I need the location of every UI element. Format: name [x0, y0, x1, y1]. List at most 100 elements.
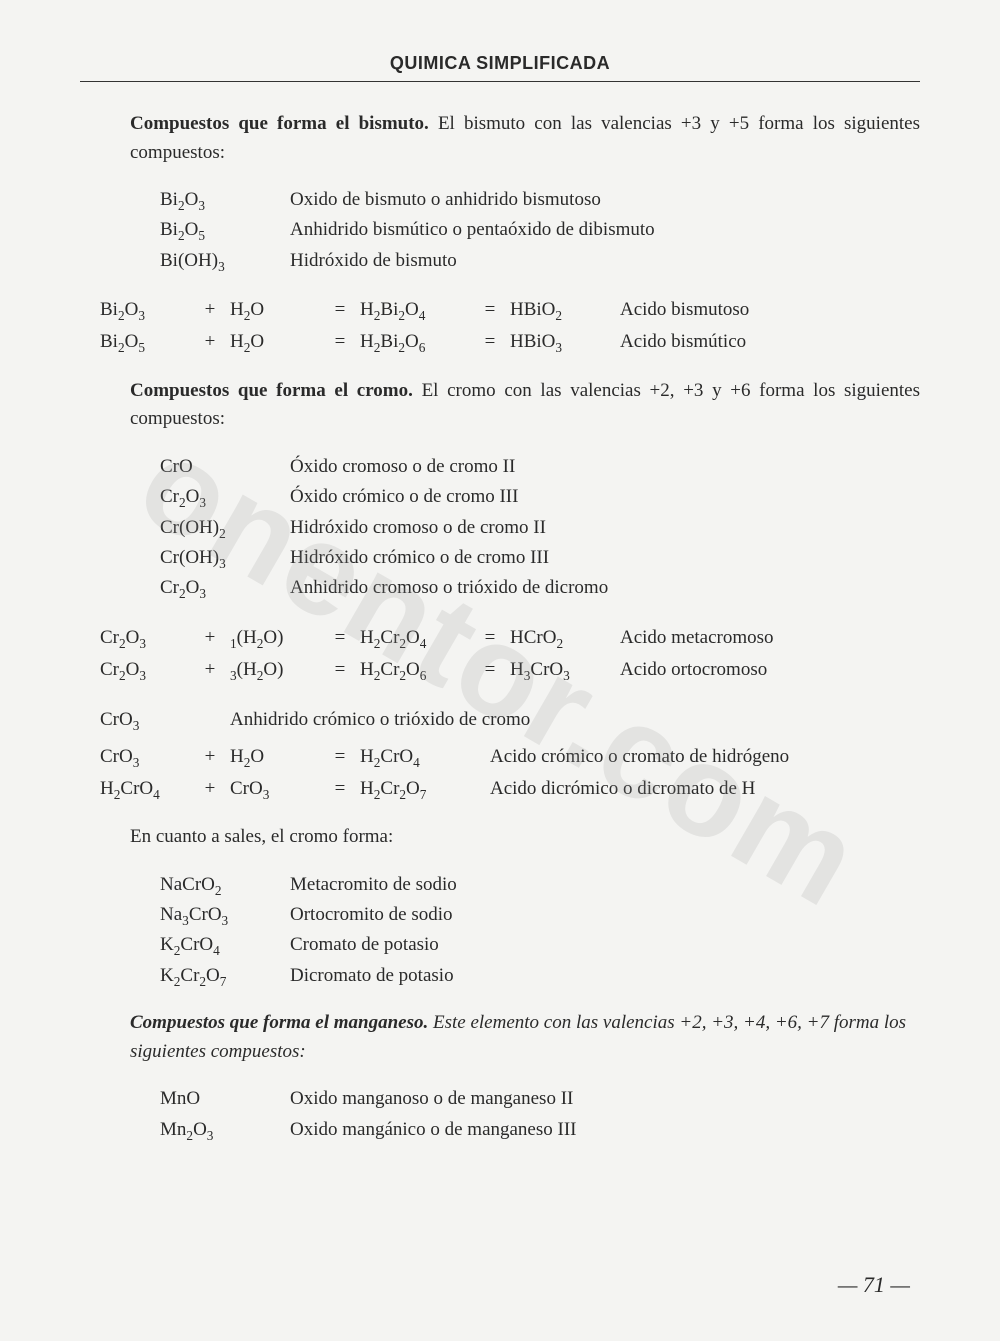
- compound-name: Hidróxido cromoso o de cromo II: [290, 513, 920, 543]
- equation-cell: Acido bismutoso: [600, 294, 920, 326]
- equation-cell: H2O: [230, 326, 320, 358]
- compound-name: Anhidrido cromoso o trióxido de dicromo: [290, 573, 920, 603]
- compound-formula: CrO3: [100, 704, 190, 736]
- compound-row: MnOOxido manganoso o de manganeso II: [160, 1084, 920, 1114]
- equation-cell: H2CrO4: [360, 741, 480, 773]
- equation-cell: H3CrO3: [510, 654, 600, 686]
- equation-row: Bi2O3+H2O=H2Bi2O4=HBiO2Acido bismutoso: [100, 294, 920, 326]
- equation-row: H2CrO4+CrO3=H2Cr2O7Acido dicrómico o dic…: [100, 773, 920, 805]
- compound-row: K2Cr2O7Dicromato de potasio: [160, 961, 920, 991]
- compound-name: Hidróxido crómico o de cromo III: [290, 543, 920, 573]
- bismuth-heading: Compuestos que forma el bismuto.: [130, 113, 429, 134]
- compound-formula: Mn2O3: [160, 1115, 290, 1145]
- equation-cell: =: [320, 622, 360, 654]
- equation-cell: +: [190, 773, 230, 805]
- equation-cell: +: [190, 294, 230, 326]
- equation-cell: Cr2O3: [100, 622, 190, 654]
- compound-name: Oxido mangánico o de manganeso III: [290, 1115, 920, 1145]
- compound-row: Cr2O3Anhidrido cromoso o trióxido de dic…: [160, 573, 920, 603]
- chromium-equations-2: CrO3+H2O=H2CrO4Acido crómico o cromato d…: [100, 741, 920, 806]
- compound-row: K2CrO4Cromato de potasio: [160, 930, 920, 960]
- compound-name: Anhidrido crómico o trióxido de cromo: [230, 704, 530, 736]
- compound-name: Ortocromito de sodio: [290, 900, 920, 930]
- equation-cell: =: [470, 294, 510, 326]
- chromium-intro: Compuestos que forma el cromo. El cromo …: [130, 377, 920, 434]
- chromium-heading: Compuestos que forma el cromo.: [130, 380, 413, 401]
- compound-row: Bi(OH)3Hidróxido de bismuto: [160, 246, 920, 276]
- equation-cell: =: [320, 741, 360, 773]
- equation-cell: H2Cr2O4: [360, 622, 470, 654]
- equation-cell: HBiO3: [510, 326, 600, 358]
- compound-row: Cr2O3Óxido crómico o de cromo III: [160, 482, 920, 512]
- equation-cell: Acido ortocromoso: [600, 654, 920, 686]
- equation-cell: Bi2O5: [100, 326, 190, 358]
- equation-cell: Acido metacromoso: [600, 622, 920, 654]
- compound-formula: MnO: [160, 1084, 290, 1114]
- compound-row: Cr(OH)2Hidróxido cromoso o de cromo II: [160, 513, 920, 543]
- compound-name: Óxido crómico o de cromo III: [290, 482, 920, 512]
- page-header: QUIMICA SIMPLIFICADA: [80, 50, 920, 82]
- compound-formula: Cr2O3: [160, 573, 290, 603]
- bismuth-equations: Bi2O3+H2O=H2Bi2O4=HBiO2Acido bismutosoBi…: [100, 294, 920, 359]
- bismuth-compound-list: Bi2O3Oxido de bismuto o anhidrido bismut…: [160, 185, 920, 276]
- equation-cell: +: [190, 326, 230, 358]
- compound-name: Hidróxido de bismuto: [290, 246, 920, 276]
- equation-cell: =: [320, 294, 360, 326]
- equation-cell: H2Cr2O7: [360, 773, 480, 805]
- equation-cell: =: [320, 326, 360, 358]
- equation-cell: 1(H2O): [230, 622, 320, 654]
- equation-cell: +: [190, 622, 230, 654]
- compound-row: CrOÓxido cromoso o de cromo II: [160, 452, 920, 482]
- compound-row: Bi2O5Anhidrido bismútico o pentaóxido de…: [160, 215, 920, 245]
- chromium-anhydride-block: CrO3 Anhidrido crómico o trióxido de crom…: [100, 704, 920, 736]
- equation-cell: 3(H2O): [230, 654, 320, 686]
- manganese-compound-list: MnOOxido manganoso o de manganeso IIMn2O…: [160, 1084, 920, 1145]
- compound-formula: NaCrO2: [160, 870, 290, 900]
- equation-cell: =: [470, 654, 510, 686]
- compound-formula: Cr2O3: [160, 482, 290, 512]
- equation-cell: =: [470, 622, 510, 654]
- chromium-salts-list: NaCrO2Metacromito de sodioNa3CrO3Ortocro…: [160, 870, 920, 992]
- equation-cell: H2Bi2O6: [360, 326, 470, 358]
- bismuth-intro: Compuestos que forma el bismuto. El bism…: [130, 110, 920, 167]
- equation-cell: CrO3: [100, 741, 190, 773]
- equation-cell: H2Cr2O6: [360, 654, 470, 686]
- equation-cell: =: [320, 773, 360, 805]
- equation-row: Cr2O3+3(H2O)=H2Cr2O6=H3CrO3Acido ortocro…: [100, 654, 920, 686]
- compound-formula: Cr(OH)2: [160, 513, 290, 543]
- equation-cell: +: [190, 654, 230, 686]
- compound-name: Dicromato de potasio: [290, 961, 920, 991]
- compound-row: Na3CrO3Ortocromito de sodio: [160, 900, 920, 930]
- equation-cell: CrO3: [230, 773, 320, 805]
- compound-name: Oxido de bismuto o anhidrido bismutoso: [290, 185, 920, 215]
- chromium-salts-intro: En cuanto a sales, el cromo forma:: [130, 823, 920, 852]
- compound-row: NaCrO2Metacromito de sodio: [160, 870, 920, 900]
- compound-row: Cr(OH)3Hidróxido crómico o de cromo III: [160, 543, 920, 573]
- equation-row: Bi2O5+H2O=H2Bi2O6=HBiO3Acido bismútico: [100, 326, 920, 358]
- equation-cell: HBiO2: [510, 294, 600, 326]
- equation-cell: Acido dicrómico o dicromato de H: [480, 773, 920, 805]
- equation-cell: +: [190, 741, 230, 773]
- compound-row: Mn2O3Oxido mangánico o de manganeso III: [160, 1115, 920, 1145]
- equation-cell: H2O: [230, 294, 320, 326]
- equation-cell: Acido crómico o cromato de hidrógeno: [480, 741, 920, 773]
- equation-cell: H2Bi2O4: [360, 294, 470, 326]
- manganese-intro: Compuestos que forma el manganeso. Este …: [130, 1009, 920, 1066]
- compound-name: Óxido cromoso o de cromo II: [290, 452, 920, 482]
- compound-formula: Cr(OH)3: [160, 543, 290, 573]
- compound-formula: K2CrO4: [160, 930, 290, 960]
- equation-cell: H2CrO4: [100, 773, 190, 805]
- compound-formula: Bi(OH)3: [160, 246, 290, 276]
- equation-cell: Acido bismútico: [600, 326, 920, 358]
- chromium-compound-list: CrOÓxido cromoso o de cromo IICr2O3Óxido…: [160, 452, 920, 604]
- compound-name: Metacromito de sodio: [290, 870, 920, 900]
- page-number: — 71 —: [838, 1268, 910, 1301]
- compound-formula: Bi2O3: [160, 185, 290, 215]
- equation-cell: Cr2O3: [100, 654, 190, 686]
- compound-row: CrO3 Anhidrido crómico o trióxido de crom…: [100, 704, 920, 736]
- manganese-heading: Compuestos que forma el manganeso.: [130, 1012, 428, 1033]
- equation-cell: Bi2O3: [100, 294, 190, 326]
- equation-cell: H2O: [230, 741, 320, 773]
- compound-formula: K2Cr2O7: [160, 961, 290, 991]
- compound-formula: Bi2O5: [160, 215, 290, 245]
